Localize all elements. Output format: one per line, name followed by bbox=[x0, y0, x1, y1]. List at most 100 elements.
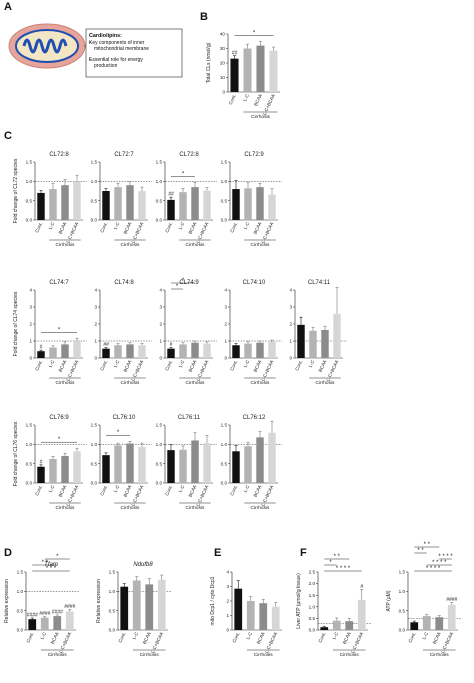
panel-label-d: D bbox=[4, 547, 12, 559]
y-tick-label: 3 bbox=[226, 584, 229, 589]
group-label: Cirrhosis bbox=[56, 380, 76, 386]
y-tick-label: 1.5 bbox=[221, 423, 228, 428]
bar-l-c bbox=[114, 345, 122, 358]
chart-title: CL76:10 bbox=[113, 415, 136, 421]
bar-l-c bbox=[246, 601, 255, 630]
group-label: Cirrhosis bbox=[186, 242, 206, 248]
chart-C74_8: CL74:8 0 1 2 3 4 ## Cont. L-C BCAAL-C+BCAACirrhos… bbox=[94, 280, 152, 386]
y-tick-label: 4 bbox=[94, 288, 97, 293]
y-axis-label: Total CLs (nmol/g) bbox=[206, 42, 212, 83]
bar-bcaa bbox=[61, 185, 69, 220]
group-label: Cirrhosis bbox=[430, 652, 450, 658]
y-tick-label: 1.0 bbox=[156, 442, 163, 447]
group-label: Cirrhosis bbox=[254, 652, 274, 658]
chart-C72_9: CL72:9 0.0 0.5 1.0 1.5 Cont. L-C BCAAL-C+BCAACi… bbox=[221, 152, 282, 248]
category-label: L-C bbox=[178, 359, 186, 368]
bar-cont- bbox=[232, 189, 240, 220]
significance-hash: #### bbox=[27, 613, 38, 619]
significance-stars: * * bbox=[424, 542, 431, 548]
bar-cont- bbox=[230, 58, 239, 92]
bar-l-c-bcaa bbox=[138, 345, 146, 358]
y-axis-label: Relative expression bbox=[96, 579, 102, 623]
y-tick-label: 0 bbox=[29, 356, 32, 361]
cardiolipin-bullet-2: Essential role for energy production bbox=[89, 57, 144, 69]
panel-label-a: A bbox=[4, 1, 12, 13]
y-tick-label: 0.5 bbox=[91, 461, 98, 466]
category-label: Cont. bbox=[407, 631, 416, 643]
y-tick-label: 1.5 bbox=[156, 423, 163, 428]
category-label: BCAA bbox=[253, 483, 263, 497]
chart-C72_8b: CL72:8 0.0 0.5 1.0 1.5 ## Cont. L-C BCAAL-C+BCAA… bbox=[156, 152, 217, 248]
y-tick-label: 1 bbox=[226, 613, 229, 618]
category-label: L-C bbox=[242, 93, 250, 102]
y-tick-label: 0.0 bbox=[26, 218, 33, 223]
y-axis-label: Relative expression bbox=[4, 579, 10, 623]
category-label: Cont. bbox=[34, 484, 43, 496]
category-label: Cont. bbox=[34, 221, 43, 233]
chart-C76_9: CL76:9 0.0 0.5 1.0 1.5 Fold change of CL76 sp… bbox=[13, 415, 87, 511]
y-tick-label: 0.0 bbox=[156, 218, 163, 223]
chart-C76_12: CL76:12 0.0 0.5 1.0 1.5 Cont. L-C BCAAL-C+BCAAC… bbox=[221, 415, 282, 511]
category-label: L-C+BCAA bbox=[130, 220, 144, 243]
category-label: Cont. bbox=[164, 221, 173, 233]
category-label: L-C+BCAA bbox=[65, 483, 79, 506]
significance-stars: * bbox=[182, 278, 185, 284]
group-label: Cirrhosis bbox=[251, 505, 271, 511]
y-tick-label: 1.0 bbox=[26, 179, 33, 184]
bar-l-c bbox=[179, 192, 187, 220]
category-label: L-C+BCAA bbox=[65, 220, 79, 243]
y-tick-label: 4 bbox=[224, 288, 227, 293]
chart-C72_7: CL72:7 0.0 0.5 1.0 1.5 Cont. L-C BCAAL-C+BCAACi… bbox=[91, 152, 152, 248]
bar-cont- bbox=[320, 627, 329, 630]
category-label: Cont. bbox=[294, 359, 303, 371]
category-label: BCAA bbox=[188, 358, 198, 372]
group-label: Cirrhosis bbox=[48, 652, 68, 658]
bar-l-c bbox=[243, 48, 252, 92]
cardiolipin-box-title: Cardiolipins: bbox=[89, 33, 122, 39]
bar-l-c bbox=[244, 343, 252, 358]
bar-l-c-bcaa bbox=[271, 606, 280, 630]
category-label: BCAA bbox=[58, 220, 68, 234]
category-label: L-C bbox=[113, 484, 121, 493]
y-tick-label: 3 bbox=[289, 305, 292, 310]
chart-title: CL74:7 bbox=[49, 280, 69, 286]
category-label: BCAA bbox=[253, 220, 263, 234]
y-tick-label: 3 bbox=[224, 305, 227, 310]
category-label: L-C+BCAA bbox=[195, 483, 209, 506]
significance-stars: * bbox=[117, 430, 120, 436]
bar-l-c bbox=[309, 330, 317, 358]
y-tick-label: 1.5 bbox=[399, 570, 406, 575]
category-label: L-C bbox=[421, 631, 429, 640]
category-label: Cont. bbox=[164, 359, 173, 371]
category-label: BCAA bbox=[253, 92, 263, 106]
y-tick-label: 2.5 bbox=[309, 570, 316, 575]
significance-stars: * bbox=[58, 437, 61, 443]
y-tick-label: 2 bbox=[94, 322, 97, 327]
y-tick-label: 0.0 bbox=[399, 628, 406, 633]
significance-stars: * * * bbox=[46, 566, 57, 572]
bar-cont- bbox=[102, 191, 110, 220]
chart-F_liver: 0.0 0.5 1.0 1.5 2.0 2.5 Liver ATP (μmol/g tiss… bbox=[296, 554, 372, 658]
category-label: L-C+BCAA bbox=[325, 358, 339, 381]
chart-B: 0 10 20 30 40 Total CLs (nmol/g) ## Cont. L-C BCA… bbox=[206, 30, 280, 120]
bar-l-c-bcaa bbox=[268, 194, 276, 220]
bar-cont- bbox=[232, 451, 240, 483]
bar-cont- bbox=[232, 345, 240, 358]
y-tick-label: 0.0 bbox=[26, 481, 33, 486]
bar-bcaa bbox=[321, 329, 329, 358]
category-label: L-C bbox=[331, 631, 339, 640]
y-tick-label: 1.5 bbox=[221, 160, 228, 165]
category-label: L-C bbox=[48, 359, 56, 368]
y-tick-label: 4 bbox=[29, 288, 32, 293]
panel-label-e: E bbox=[214, 547, 221, 559]
bar-l-c-bcaa bbox=[138, 447, 146, 483]
mitochondrion-illustration bbox=[8, 23, 86, 69]
category-label: BCAA bbox=[253, 358, 263, 372]
bar-l-c-bcaa bbox=[73, 181, 81, 220]
y-tick-label: 1 bbox=[94, 339, 97, 344]
y-tick-label: 1.5 bbox=[26, 423, 33, 428]
significance-stars: * * * * bbox=[336, 566, 351, 572]
chart-D_Ndufb8: Ndufb8 0.0 0.5 1.0 1.5 Relative expression Con… bbox=[96, 562, 172, 658]
